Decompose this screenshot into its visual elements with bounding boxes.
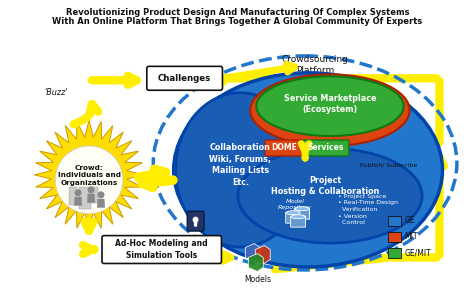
Ellipse shape — [291, 215, 305, 219]
Circle shape — [192, 217, 199, 223]
FancyBboxPatch shape — [89, 187, 98, 203]
Polygon shape — [248, 253, 263, 271]
Polygon shape — [74, 197, 82, 206]
Circle shape — [55, 146, 123, 214]
Text: 'Buzz': 'Buzz' — [44, 88, 68, 97]
Circle shape — [75, 189, 82, 196]
Text: GE: GE — [405, 216, 415, 225]
Ellipse shape — [256, 76, 404, 136]
Text: Crowd:
Individuals and
Organizations: Crowd: Individuals and Organizations — [57, 165, 121, 186]
Bar — [388, 248, 400, 258]
Text: Project
Hosting & Collaboration: Project Hosting & Collaboration — [271, 176, 379, 196]
Text: Service Marketplace
(Ecosystem): Service Marketplace (Ecosystem) — [284, 94, 376, 114]
FancyBboxPatch shape — [291, 216, 305, 227]
Ellipse shape — [174, 73, 443, 267]
Text: Services: Services — [308, 143, 344, 153]
FancyBboxPatch shape — [285, 212, 301, 223]
Text: With An Online Platform That Brings Together A Global Community Of Experts: With An Online Platform That Brings Toge… — [52, 16, 422, 26]
Text: Challenges: Challenges — [158, 74, 211, 83]
Text: • Project Space
• Real-Time Design
  Verification
• Version
  Control: • Project Space • Real-Time Design Verif… — [338, 194, 398, 225]
Polygon shape — [246, 243, 260, 261]
Text: MIT: MIT — [405, 232, 418, 241]
Polygon shape — [97, 199, 105, 208]
Circle shape — [87, 186, 95, 193]
Text: GE/MIT: GE/MIT — [405, 248, 431, 257]
Polygon shape — [194, 220, 198, 227]
Text: Publish/ Subscribe: Publish/ Subscribe — [360, 162, 417, 167]
Ellipse shape — [176, 93, 305, 247]
FancyBboxPatch shape — [187, 211, 204, 231]
Text: Ad-Hoc Modeling and
Simulation Tools: Ad-Hoc Modeling and Simulation Tools — [115, 240, 208, 260]
FancyBboxPatch shape — [303, 140, 349, 156]
Ellipse shape — [295, 207, 309, 211]
Polygon shape — [255, 245, 270, 263]
Text: Revolutionizing Product Design And Manufacturing Of Complex Systems: Revolutionizing Product Design And Manuf… — [66, 8, 409, 17]
Text: Crowdsourcing
Platform: Crowdsourcing Platform — [282, 55, 349, 75]
Bar — [388, 216, 400, 226]
Circle shape — [97, 191, 104, 198]
FancyBboxPatch shape — [102, 235, 221, 263]
Text: Collaboration
Wiki, Forums,
Mailing Lists
Etc.: Collaboration Wiki, Forums, Mailing List… — [209, 143, 271, 187]
FancyBboxPatch shape — [294, 208, 310, 219]
FancyBboxPatch shape — [147, 66, 222, 90]
FancyBboxPatch shape — [69, 187, 77, 205]
Polygon shape — [87, 194, 95, 203]
Polygon shape — [34, 120, 144, 230]
Ellipse shape — [238, 148, 422, 243]
FancyBboxPatch shape — [265, 140, 303, 156]
Bar — [388, 232, 400, 242]
Ellipse shape — [286, 211, 300, 215]
Ellipse shape — [250, 74, 409, 146]
Text: DOME: DOME — [271, 143, 297, 153]
Text: Models: Models — [244, 275, 271, 284]
Text: Model
Repository: Model Repository — [278, 199, 312, 210]
FancyBboxPatch shape — [79, 187, 91, 209]
